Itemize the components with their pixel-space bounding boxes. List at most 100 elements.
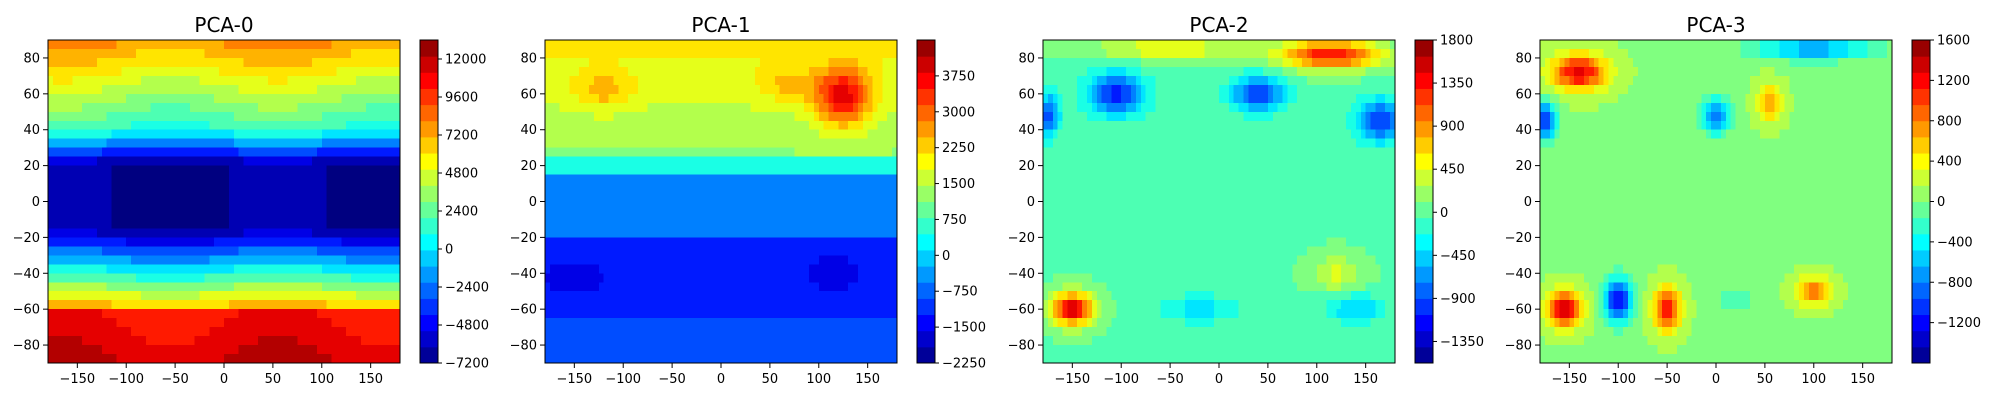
- heatmap-cell: [151, 49, 156, 59]
- heatmap-cell: [248, 336, 253, 346]
- heatmap-cell: [97, 345, 102, 355]
- heatmap-cell: [346, 318, 351, 328]
- heatmap-cell: [131, 282, 136, 292]
- heatmap-cell: [829, 219, 834, 229]
- heatmap-cell: [97, 58, 102, 68]
- heatmap-cell: [682, 67, 687, 77]
- heatmap-cell: [283, 121, 288, 131]
- heatmap-cell: [72, 76, 77, 86]
- heatmap-cell: [545, 255, 550, 265]
- heatmap-cell: [258, 219, 263, 229]
- heatmap-cell: [701, 40, 706, 50]
- heatmap-cell: [687, 282, 692, 292]
- heatmap-cell: [692, 327, 697, 337]
- heatmap-cell: [633, 184, 638, 194]
- heatmap-cell: [234, 336, 239, 346]
- heatmap-cell: [263, 318, 268, 328]
- heatmap-cell: [838, 49, 843, 59]
- heatmap-cell: [604, 193, 609, 203]
- heatmap-cell: [380, 237, 385, 247]
- heatmap-cell: [716, 255, 721, 265]
- heatmap-cell: [322, 255, 327, 265]
- heatmap-cell: [648, 58, 653, 68]
- heatmap-cell: [48, 354, 53, 364]
- heatmap-cell: [165, 336, 170, 346]
- heatmap-cell: [341, 157, 346, 167]
- heatmap-cell: [599, 184, 604, 194]
- heatmap-cell: [136, 175, 141, 185]
- heatmap-cell: [234, 354, 239, 364]
- heatmap-cell: [584, 103, 589, 113]
- heatmap-cell: [278, 148, 283, 158]
- heatmap-cell: [701, 49, 706, 59]
- colorbar-tick-label: 4800: [445, 167, 478, 182]
- heatmap-cell: [604, 148, 609, 158]
- heatmap-cell: [185, 49, 190, 59]
- heatmap-cell: [657, 327, 662, 337]
- heatmap-cell: [165, 166, 170, 176]
- heatmap-cell: [317, 49, 322, 59]
- heatmap-cell: [706, 264, 711, 274]
- heatmap-cell: [165, 237, 170, 247]
- heatmap-cell: [565, 246, 570, 256]
- heatmap-cell: [376, 202, 381, 212]
- heatmap-cell: [283, 345, 288, 355]
- heatmap-cell: [97, 193, 102, 203]
- heatmap-cell: [731, 139, 736, 149]
- heatmap-cell: [219, 264, 224, 274]
- heatmap-cell: [185, 121, 190, 131]
- heatmap-cell: [160, 40, 165, 50]
- heatmap-cell: [180, 327, 185, 337]
- heatmap-cell: [785, 103, 790, 113]
- heatmap-cell: [258, 157, 263, 167]
- heatmap-cell: [97, 354, 102, 364]
- heatmap-cell: [97, 300, 102, 310]
- heatmap-cell: [838, 193, 843, 203]
- heatmap-cell: [234, 228, 239, 238]
- heatmap-cell: [604, 318, 609, 328]
- heatmap-cell: [307, 184, 312, 194]
- heatmap-cell: [789, 58, 794, 68]
- heatmap-cell: [72, 148, 77, 158]
- heatmap-cell: [618, 309, 623, 319]
- heatmap-cell: [239, 219, 244, 229]
- heatmap-cell: [385, 354, 390, 364]
- heatmap-cell: [292, 193, 297, 203]
- heatmap-cell: [858, 246, 863, 256]
- heatmap-cell: [765, 282, 770, 292]
- heatmap-cell: [214, 112, 219, 122]
- heatmap-cell: [82, 300, 87, 310]
- heatmap-cell: [239, 273, 244, 283]
- heatmap-cell: [775, 49, 780, 59]
- heatmap-cell: [853, 148, 858, 158]
- heatmap-cell: [209, 58, 214, 68]
- heatmap-cell: [814, 255, 819, 265]
- heatmap-cell: [292, 282, 297, 292]
- heatmap-cell: [346, 264, 351, 274]
- heatmap-cell: [317, 148, 322, 158]
- heatmap-cell: [545, 219, 550, 229]
- heatmap-cell: [858, 202, 863, 212]
- heatmap-cell: [58, 318, 63, 328]
- heatmap-cell: [351, 336, 356, 346]
- heatmap-cell: [53, 139, 58, 149]
- heatmap-cell: [599, 166, 604, 176]
- heatmap-cell: [692, 121, 697, 131]
- heatmap-cell: [156, 94, 161, 104]
- heatmap-cell: [190, 237, 195, 247]
- heatmap-cell: [643, 103, 648, 113]
- heatmap-cell: [550, 264, 555, 274]
- heatmap-cell: [63, 121, 68, 131]
- heatmap-cell: [87, 184, 92, 194]
- heatmap-cell: [653, 246, 658, 256]
- heatmap-cell: [209, 219, 214, 229]
- heatmap-cell: [618, 193, 623, 203]
- colorbar-band: [420, 72, 438, 89]
- heatmap-cell: [58, 246, 63, 256]
- heatmap-cell: [170, 157, 175, 167]
- heatmap-cell: [253, 291, 258, 301]
- heatmap-cell: [297, 354, 302, 364]
- heatmap-cell: [263, 309, 268, 319]
- heatmap-cell: [736, 327, 741, 337]
- heatmap-cell: [195, 318, 200, 328]
